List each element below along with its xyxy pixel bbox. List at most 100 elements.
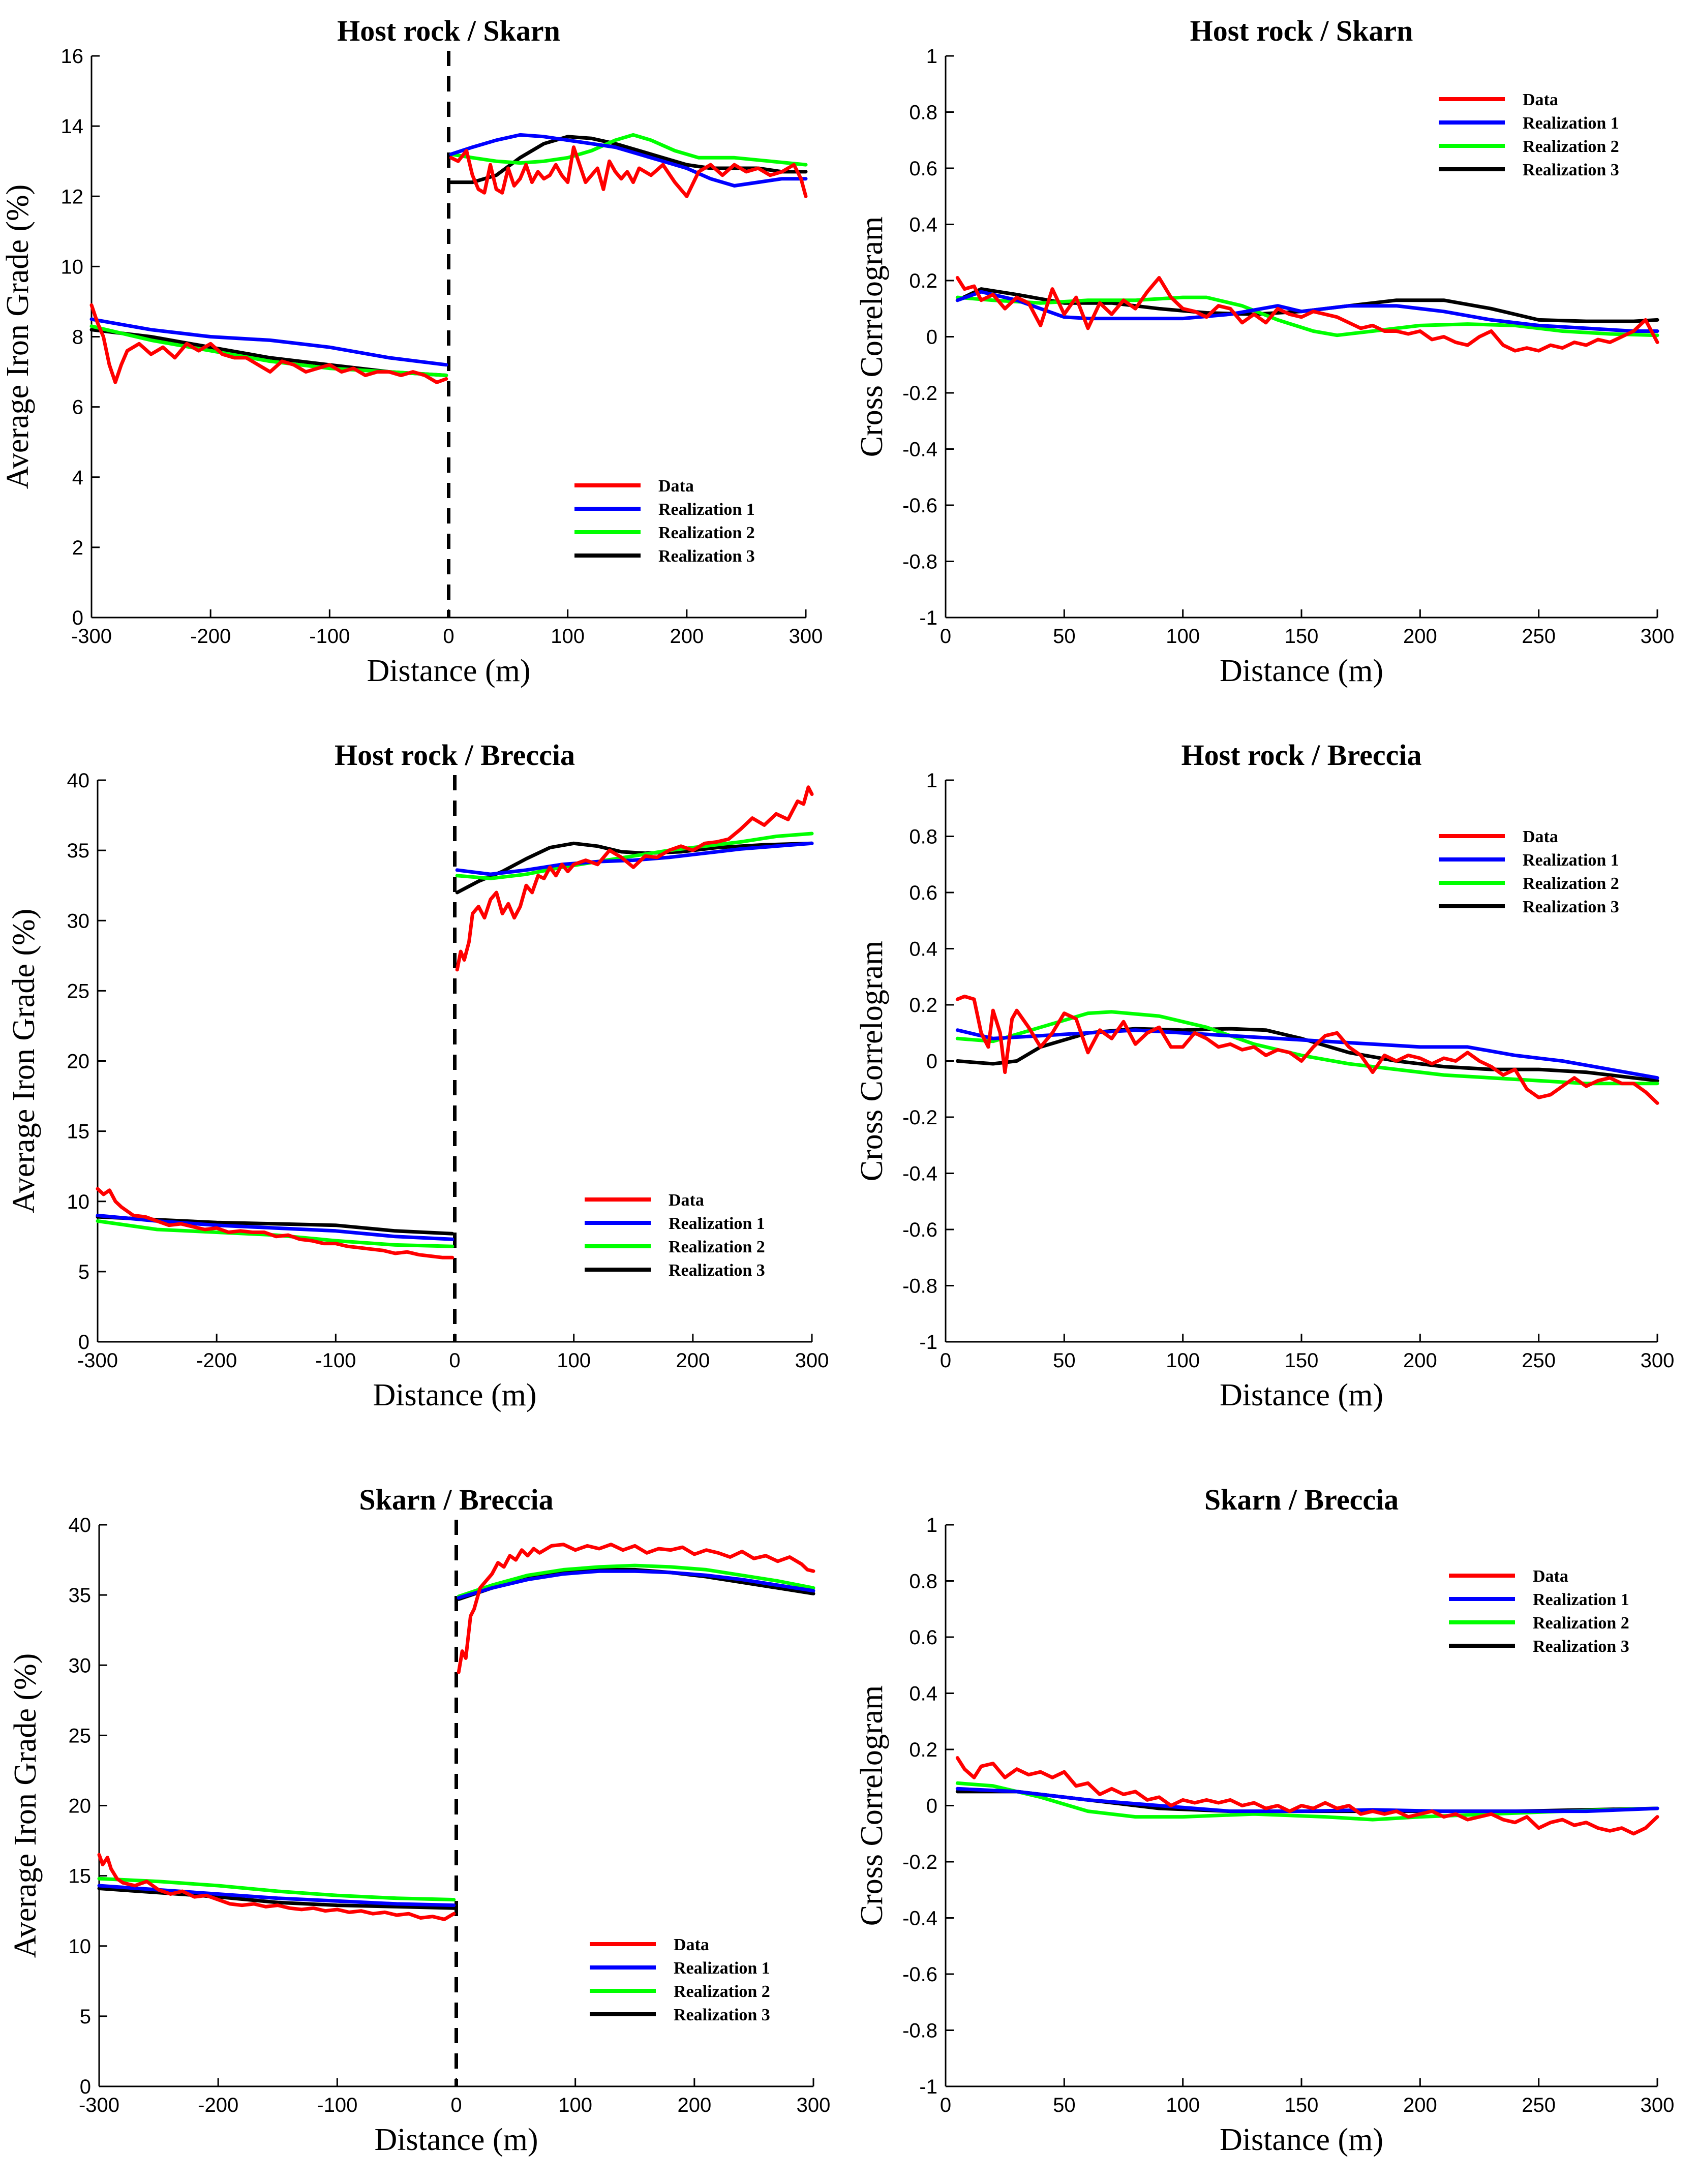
y-tick-label: 0 (926, 326, 937, 349)
x-tick-label: -100 (317, 2094, 357, 2116)
legend-entry-label: Realization 3 (669, 1261, 765, 1280)
y-tick-label: 0.6 (909, 158, 937, 180)
legend: Data Realization 1 Realization 2 Realizatio… (574, 477, 755, 566)
x-axis-label: Distance (m) (367, 654, 531, 688)
y-axis-label: Average Iron Grade (%) (8, 1653, 43, 1958)
legend-entry-label: Data (658, 477, 694, 496)
y-tick-label: 16 (61, 45, 84, 68)
x-tick-label: 50 (1053, 625, 1076, 648)
legend-entry-label: Realization 2 (1533, 1614, 1629, 1633)
legend-entry-label: Realization 1 (669, 1214, 765, 1233)
x-tick-label: 100 (1166, 625, 1200, 648)
y-tick-label: 0 (78, 1331, 89, 1354)
chart-title: Host rock / Breccia (335, 739, 575, 772)
y-tick-label: -0.2 (902, 382, 937, 405)
series-line-realization-2-seg1 (955, 1781, 1659, 1822)
y-tick-label: 0.2 (909, 1739, 937, 1761)
series-line-realization-2-seg2 (449, 133, 808, 167)
series-line-data-seg2 (449, 145, 808, 198)
y-tick-label: -0.2 (902, 1851, 937, 1873)
series-line-data-seg1 (955, 276, 1659, 353)
y-tick-label: 0.2 (909, 270, 937, 292)
x-tick-label: 200 (1403, 2094, 1437, 2116)
y-axis-label: Cross Correlogram (855, 941, 889, 1182)
legend-entry-label: Data (1523, 827, 1558, 846)
y-tick-label: 0.4 (909, 938, 937, 961)
legend-entry-label: Realization 3 (658, 547, 755, 566)
y-tick-label: 30 (69, 1654, 92, 1677)
legend-entry-label: Realization 2 (1523, 874, 1619, 893)
x-tick-label: 250 (1522, 1349, 1556, 1372)
y-tick-label: 0 (926, 1795, 937, 1818)
x-tick-label: -300 (71, 625, 112, 648)
x-tick-label: 100 (1166, 1349, 1200, 1372)
y-tick-label: 0.6 (909, 1626, 937, 1649)
legend-entry-label: Data (674, 1935, 709, 1954)
series-line-data-seg2 (457, 1543, 815, 1674)
chart-title: Host rock / Breccia (1181, 739, 1421, 772)
series-line-realization-1-seg2 (449, 133, 808, 188)
series-line-realization-2-seg2 (455, 832, 814, 880)
y-tick-label: -1 (919, 2076, 937, 2098)
x-tick-label: 250 (1522, 2094, 1556, 2116)
y-tick-label: 0.8 (909, 826, 937, 848)
legend: Data Realization 1 Realization 2 Realizatio… (585, 1191, 765, 1280)
y-tick-label: 40 (67, 770, 90, 792)
series-line-realization-1-seg2 (455, 841, 814, 876)
y-tick-label: 10 (69, 1935, 92, 1958)
y-tick-label: -1 (919, 607, 937, 629)
y-axis-label: Average Iron Grade (%) (1, 184, 35, 489)
chart-title: Skarn / Breccia (359, 1483, 553, 1516)
x-tick-label: 150 (1285, 625, 1319, 648)
x-axis-label: Distance (m) (1220, 2123, 1383, 2157)
x-tick-label: -300 (77, 1349, 118, 1372)
y-tick-label: 10 (61, 256, 84, 278)
series-line-data-seg2 (455, 785, 814, 972)
legend: Data Realization 1 Realization 2 Realizatio… (590, 1935, 770, 2024)
x-tick-label: 150 (1285, 2094, 1319, 2116)
legend-entry-label: Realization 2 (669, 1238, 765, 1256)
y-tick-label: 0.4 (909, 214, 937, 236)
chart-title: Skarn / Breccia (1204, 1483, 1399, 1516)
x-tick-label: 300 (795, 1349, 829, 1372)
x-tick-label: 100 (1166, 2094, 1200, 2116)
y-axis-label: Cross Correlogram (855, 217, 889, 457)
x-tick-label: -200 (198, 2094, 238, 2116)
y-tick-label: 2 (72, 537, 83, 559)
y-tick-label: 15 (67, 1121, 90, 1143)
x-tick-label: 200 (670, 625, 704, 648)
chart-panel-5: Skarn / Breccia -300 -200 -100 0 100 200 300 0 5 1… (8, 1483, 830, 2157)
legend-entry-label: Realization 3 (1533, 1637, 1629, 1656)
y-tick-label: 0.4 (909, 1683, 937, 1705)
legend-entry-label: Realization 3 (1523, 161, 1619, 179)
y-axis-label: Average Iron Grade (%) (7, 909, 41, 1214)
legend-entry-label: Realization 1 (1533, 1590, 1629, 1609)
series-line-data-seg1 (89, 303, 448, 384)
chart-panel-6: Skarn / Breccia 0 50 100 150 200 250 300 -1 -0.8 -… (855, 1483, 1674, 2157)
y-tick-label: 0.8 (909, 1571, 937, 1593)
y-tick-label: 12 (61, 186, 84, 208)
x-axis-label: Distance (m) (375, 2123, 538, 2157)
series-line-realization-2-seg2 (457, 1563, 815, 1598)
series-line-realization-1-seg1 (89, 317, 448, 367)
x-tick-label: -100 (309, 625, 350, 648)
x-tick-label: 200 (1403, 1349, 1437, 1372)
x-tick-label: 200 (677, 2094, 711, 2116)
x-tick-label: 0 (940, 1349, 951, 1372)
x-tick-label: 0 (450, 2094, 462, 2116)
chart-panel-4: Host rock / Breccia 0 50 100 150 200 250 300 -1 -… (855, 739, 1674, 1412)
x-tick-label: -300 (79, 2094, 119, 2116)
y-tick-label: -0.8 (902, 2020, 937, 2042)
legend: Data Realization 1 Realization 2 Realizatio… (1439, 90, 1619, 179)
x-tick-label: 300 (1641, 1349, 1675, 1372)
x-tick-label: 50 (1053, 2094, 1076, 2116)
legend-entry-label: Realization 1 (674, 1959, 770, 1978)
y-tick-label: -0.4 (902, 1163, 937, 1185)
legend-entry-label: Realization 3 (1523, 898, 1619, 916)
chart-panel-3: Host rock / Breccia-300 -200 -100 0 100 200 30… (7, 739, 829, 1412)
y-tick-label: 0.6 (909, 882, 937, 904)
series-line-data-seg1 (97, 1853, 456, 1921)
legend-entry-label: Data (1533, 1567, 1568, 1586)
series-line-data-seg1 (96, 1187, 454, 1259)
